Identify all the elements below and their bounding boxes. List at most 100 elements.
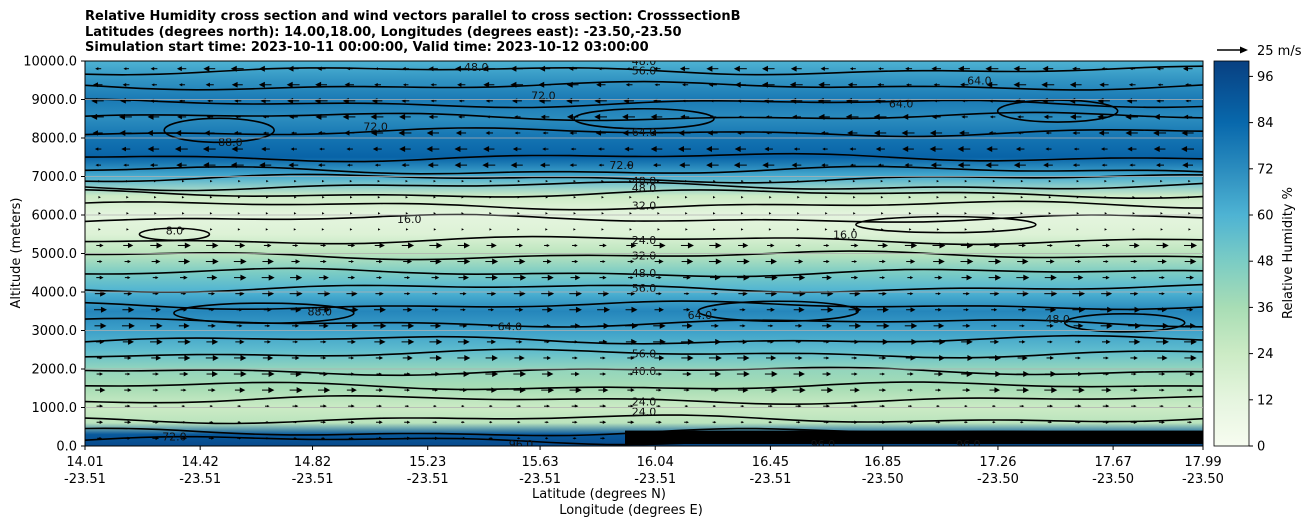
- contour-labels: 48.0 48.056.064.064.072.072.0 64.088.072.0…: [162, 61, 1070, 446]
- wind-arrow-head: [490, 421, 493, 424]
- wind-arrow-head: [379, 276, 383, 280]
- wind-arrow-head: [547, 274, 554, 281]
- wind-arrow-head: [324, 306, 331, 313]
- wind-arrow-head: [1161, 372, 1166, 376]
- wind-arrow-head: [938, 307, 942, 312]
- wind-arrow-head: [118, 113, 125, 120]
- wind-arrow-head: [323, 420, 326, 424]
- wind-arrow-head: [230, 65, 237, 72]
- wind-arrow-head: [121, 146, 127, 152]
- wind-arrow-head: [399, 113, 406, 120]
- wind-arrow-head: [630, 259, 635, 264]
- contour-label: 40.0: [632, 174, 657, 187]
- wind-arrow-head: [461, 179, 465, 183]
- wind-arrow-head: [1188, 404, 1192, 408]
- wind-arrow-head: [883, 322, 890, 329]
- wind-arrow-head: [379, 356, 384, 360]
- wind-arrow-head: [1105, 260, 1109, 263]
- wind-arrow-head: [352, 322, 359, 329]
- wind-arrow-head: [238, 404, 242, 408]
- wind-arrow-head: [518, 404, 522, 408]
- wind-arrow-head: [936, 196, 939, 199]
- wind-arrow-head: [768, 212, 772, 215]
- wind-arrow-head: [155, 307, 161, 313]
- wind-arrow-head: [1077, 243, 1081, 247]
- wind-arrow-head: [483, 81, 490, 88]
- wind-arrow-head: [938, 388, 942, 392]
- wind-arrow-head: [910, 292, 914, 296]
- wind-arrow-head: [1189, 275, 1195, 280]
- wind-arrow-head: [128, 338, 134, 345]
- wind-arrow-head: [489, 228, 492, 231]
- wind-arrow-head: [659, 338, 666, 345]
- wind-arrow-head: [455, 130, 462, 136]
- wind-arrow-head: [379, 338, 386, 345]
- x-tick-lon: -23.51: [292, 472, 334, 487]
- wind-arrow-head: [206, 115, 211, 119]
- wind-arrow-head: [574, 437, 577, 440]
- wind-arrow-head: [714, 291, 719, 296]
- wind-arrow-head: [98, 212, 101, 215]
- wind-arrow-head: [351, 387, 357, 393]
- wind-arrow-head: [993, 421, 996, 424]
- wind-arrow-head: [372, 146, 378, 152]
- wind-arrow-head: [742, 291, 748, 297]
- wind-arrow-head: [881, 212, 884, 215]
- wind-arrow-head: [1078, 323, 1084, 329]
- wind-arrow-head: [463, 291, 467, 296]
- wind-arrow-head: [1105, 404, 1110, 408]
- wind-arrow-head: [601, 212, 605, 215]
- wind-arrow-head: [1051, 387, 1058, 394]
- wind-arrow-head: [126, 212, 129, 215]
- wind-arrow-head: [630, 404, 634, 408]
- wind-arrow-head: [1191, 242, 1198, 249]
- wind-arrow-head: [517, 179, 521, 183]
- y-axis-ticks: 0.0 1000.0 2000.0 3000.0 4000.0 5000.0 6000.0 7…: [23, 55, 1203, 455]
- wind-arrow-head: [155, 436, 160, 441]
- wind-arrow-head: [1045, 131, 1049, 135]
- wind-arrow-head: [1050, 323, 1054, 328]
- wind-arrow-head: [1105, 437, 1109, 440]
- wind-arrow-head: [740, 228, 744, 231]
- wind-arrow-head: [574, 340, 579, 344]
- wind-arrow-head: [155, 355, 162, 361]
- wind-arrow-head: [769, 437, 773, 440]
- contour-loop: [996, 99, 1119, 123]
- wind-arrow-head: [1101, 67, 1105, 71]
- wind-arrow-head: [519, 243, 523, 248]
- wind-arrow-head: [936, 212, 940, 215]
- wind-arrow-head: [1104, 196, 1108, 199]
- x-tick-lat: 14.42: [182, 455, 219, 470]
- wind-arrow-head: [796, 228, 800, 231]
- wind-arrow-head: [1106, 339, 1111, 345]
- wind-arrow-head: [1133, 388, 1138, 392]
- wind-arrow-head: [127, 259, 131, 264]
- wind-arrow-head: [709, 115, 714, 119]
- wind-arrow-head: [574, 243, 578, 247]
- wind-arrow-head: [965, 308, 969, 312]
- wind-arrow-head: [574, 356, 578, 360]
- colorbar-tick-label: 12: [1257, 393, 1274, 408]
- wind-arrow-head: [741, 179, 744, 183]
- wind-arrow-head: [993, 308, 998, 312]
- wind-arrow-head: [1132, 179, 1135, 183]
- wind-arrow-head: [514, 115, 518, 119]
- wind-arrow-head: [771, 274, 778, 281]
- wind-arrow-head: [211, 436, 215, 440]
- contour-label: 8.0: [166, 224, 184, 237]
- wind-arrow-head: [658, 307, 664, 313]
- wind-arrow-head: [1190, 323, 1196, 329]
- wind-arrow-head: [289, 114, 294, 120]
- wind-arrow-head: [92, 130, 98, 136]
- wind-arrow-head: [901, 129, 908, 136]
- wind-arrow-head: [176, 66, 182, 72]
- wind-arrow-head: [575, 306, 582, 313]
- wind-arrow-head: [539, 65, 546, 72]
- wind-arrow-head: [625, 82, 630, 87]
- wind-arrow-head: [1133, 355, 1138, 360]
- wind-arrow-head: [463, 274, 469, 281]
- colorbar-tick-label: 36: [1257, 301, 1274, 316]
- wind-arrow-head: [911, 338, 918, 345]
- wind-arrow-head: [854, 387, 860, 393]
